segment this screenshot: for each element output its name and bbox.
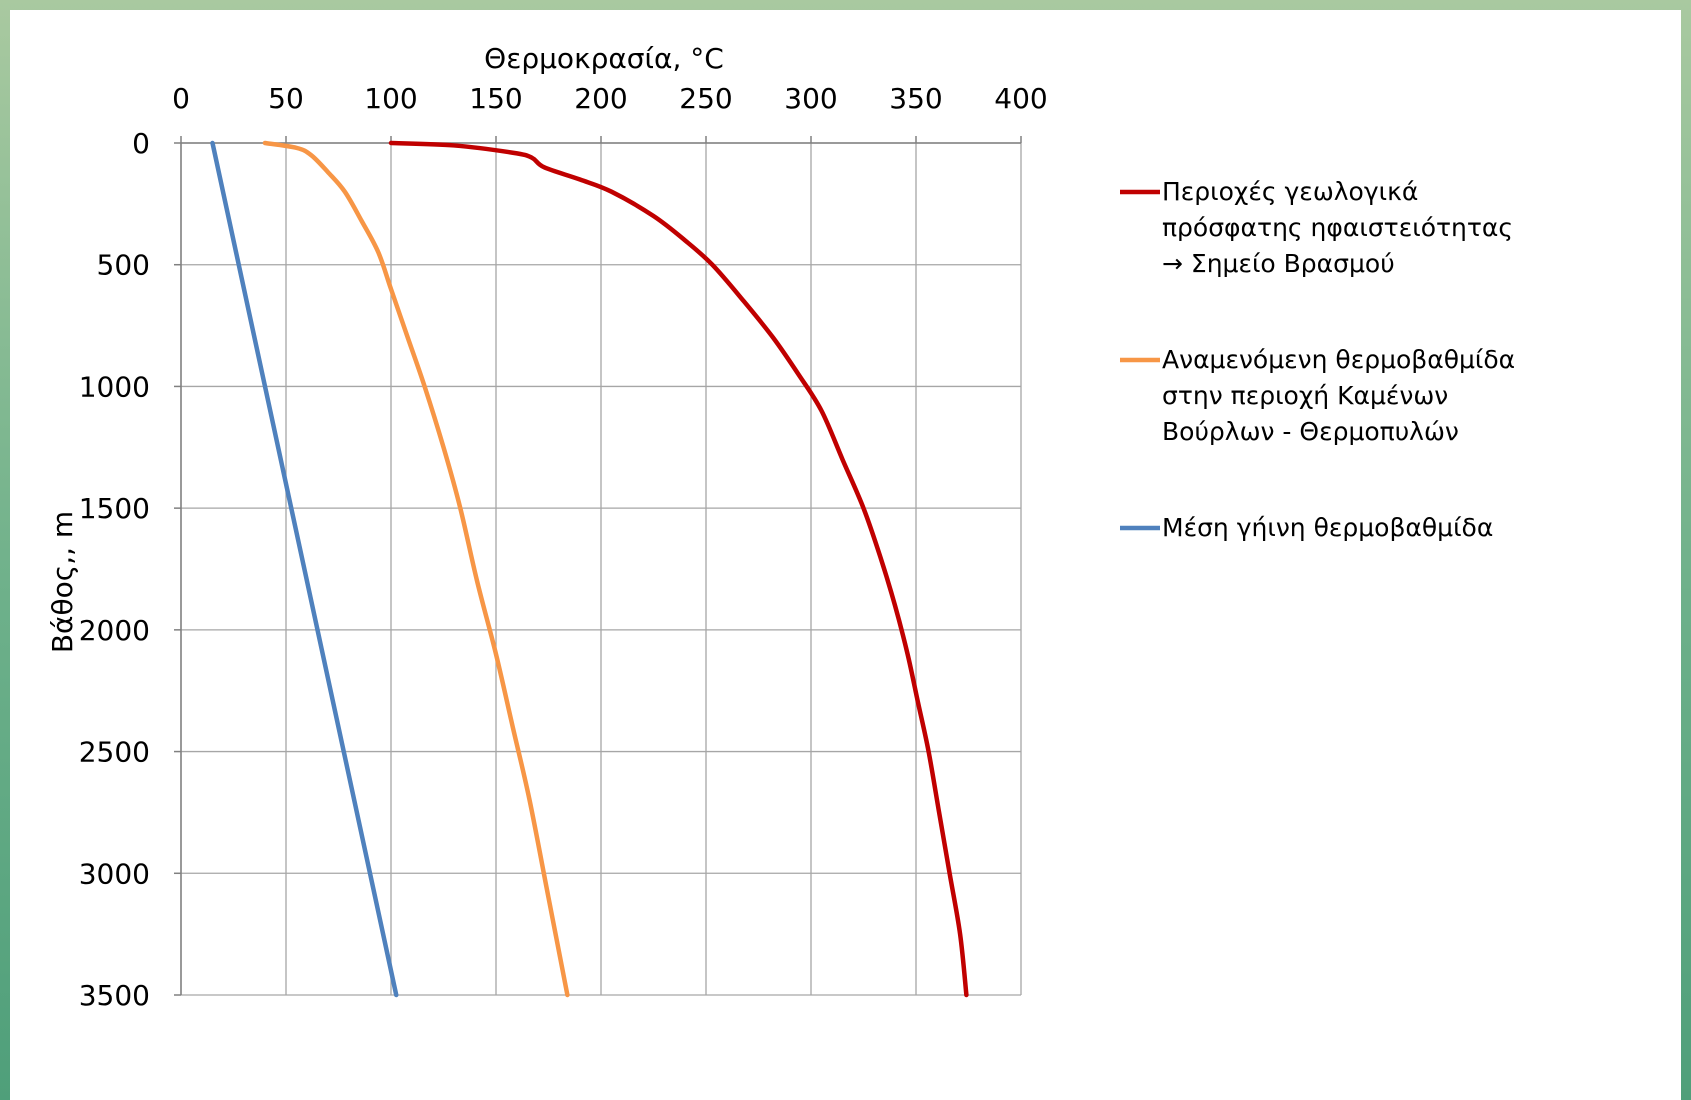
x-axis-title: Θερμοκρασία, °C bbox=[484, 42, 724, 75]
legend-entry-1: Περιοχές γεωλογικά πρόσφατης ηφαιστειότητ… bbox=[1162, 177, 1513, 278]
x-tick-label: 250 bbox=[679, 82, 732, 115]
chart-frame: 0 50 100 150 200 250 300 350 400 0 500 1000 1500 2000… bbox=[10, 10, 1681, 1100]
grid-lines bbox=[180, 142, 1022, 996]
x-tick-label: 50 bbox=[268, 82, 304, 115]
y-tick-label: 3500 bbox=[79, 979, 150, 1012]
x-tick-label: 0 bbox=[172, 82, 190, 115]
legend-entry-3: Μέση γήινη θερμοβαθμίδα bbox=[1162, 513, 1493, 542]
series-line-1 bbox=[388, 140, 969, 998]
y-tick-label: 2000 bbox=[79, 614, 150, 647]
y-tick-label: 1500 bbox=[79, 492, 150, 525]
axes bbox=[174, 136, 1022, 996]
x-tick-label: 200 bbox=[574, 82, 627, 115]
y-tick-label: 2500 bbox=[79, 736, 150, 769]
y-tick-label: 0 bbox=[132, 127, 150, 160]
legend: Περιοχές γεωλογικά πρόσφατης ηφαιστειότητ… bbox=[1120, 177, 1515, 542]
legend-entry-2: Αναμενόμενη θερμοβαθμίδα στην περιοχή Καμ… bbox=[1162, 345, 1515, 446]
chart-svg: 0 50 100 150 200 250 300 350 400 0 500 1000 1500 2000… bbox=[46, 42, 1515, 1012]
series-lines bbox=[210, 140, 969, 998]
x-tick-label: 150 bbox=[469, 82, 522, 115]
x-tick-label: 300 bbox=[784, 82, 837, 115]
y-tick-label: 3000 bbox=[79, 857, 150, 890]
x-tick-label: 350 bbox=[889, 82, 942, 115]
series-line-3 bbox=[210, 140, 399, 998]
series-line-2 bbox=[262, 140, 570, 998]
y-tick-label: 1000 bbox=[79, 370, 150, 403]
y-tick-label: 500 bbox=[97, 249, 150, 282]
tick-labels: 0 50 100 150 200 250 300 350 400 0 500 1000 1500 2000… bbox=[79, 82, 1048, 1012]
x-tick-label: 400 bbox=[994, 82, 1047, 115]
x-tick-label: 100 bbox=[364, 82, 417, 115]
y-axis-title: Βάθος,, m bbox=[46, 511, 79, 653]
